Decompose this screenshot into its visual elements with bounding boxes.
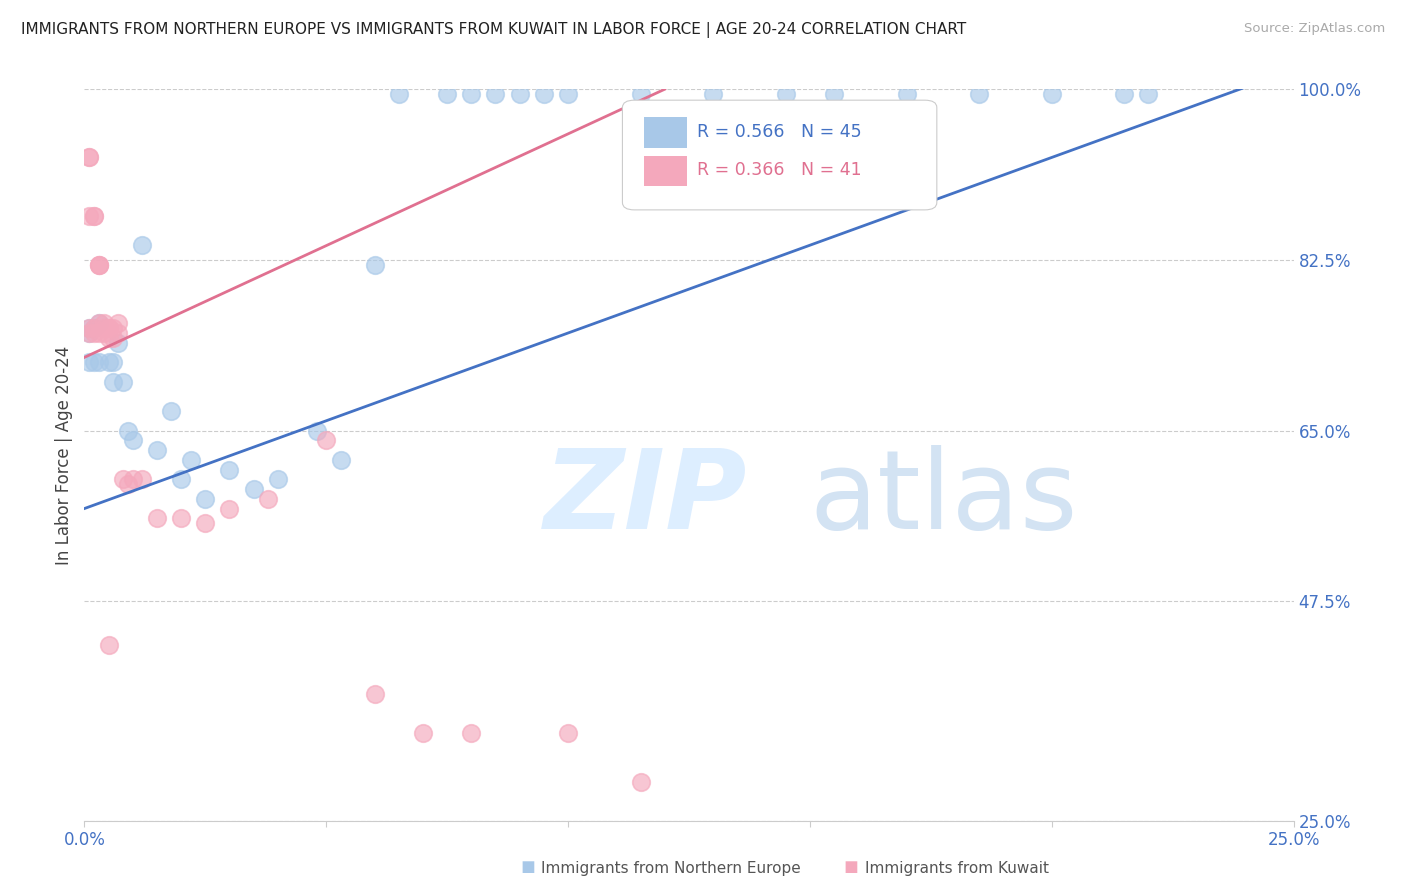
Point [363, 687, 385, 701]
Point [121, 472, 143, 486]
Point [121, 434, 143, 448]
Point [77, 151, 100, 165]
Text: R = 0.566   N = 45: R = 0.566 N = 45 [697, 122, 862, 141]
FancyBboxPatch shape [623, 100, 936, 210]
Point [702, 87, 724, 101]
Point [117, 424, 139, 438]
Point [305, 424, 328, 438]
Point [97, 331, 120, 345]
Point [77, 209, 100, 223]
Point [117, 477, 139, 491]
Point [83, 355, 105, 369]
Point [112, 375, 135, 389]
Point [823, 87, 845, 101]
Point [103, 355, 125, 369]
Text: ZIP: ZIP [544, 445, 748, 552]
Point [436, 87, 458, 101]
Point [107, 316, 129, 330]
Point [97, 355, 120, 369]
Point [87, 258, 110, 272]
Point [87, 326, 110, 340]
Point [103, 331, 125, 345]
Point [630, 774, 652, 789]
Point [103, 321, 125, 335]
Point [97, 638, 120, 652]
FancyBboxPatch shape [644, 117, 686, 148]
Point [218, 501, 240, 516]
Point [93, 326, 115, 340]
Point [257, 491, 280, 506]
Text: R = 0.366   N = 41: R = 0.366 N = 41 [697, 161, 862, 179]
Point [315, 434, 337, 448]
Point [775, 87, 797, 101]
Point [194, 516, 217, 531]
Point [388, 87, 411, 101]
Point [87, 258, 110, 272]
Point [170, 511, 193, 525]
Point [93, 321, 115, 335]
Point [363, 258, 385, 272]
FancyBboxPatch shape [644, 156, 686, 186]
Point [107, 326, 129, 340]
Point [83, 321, 105, 335]
Point [1040, 87, 1063, 101]
Point [460, 726, 482, 740]
Point [87, 316, 110, 330]
Point [77, 321, 100, 335]
Text: IMMIGRANTS FROM NORTHERN EUROPE VS IMMIGRANTS FROM KUWAIT IN LABOR FORCE | AGE 2: IMMIGRANTS FROM NORTHERN EUROPE VS IMMIG… [21, 22, 966, 38]
Point [87, 316, 110, 330]
Point [77, 151, 100, 165]
Point [242, 482, 264, 496]
Point [93, 316, 115, 330]
Point [509, 87, 531, 101]
Point [329, 452, 352, 467]
Point [412, 726, 434, 740]
Point [146, 443, 169, 458]
Point [896, 87, 918, 101]
Point [77, 326, 100, 340]
Point [83, 209, 105, 223]
Point [557, 726, 579, 740]
Point [460, 87, 482, 101]
Point [87, 355, 110, 369]
Point [630, 87, 652, 101]
Point [218, 462, 240, 476]
Point [83, 326, 105, 340]
Point [484, 87, 506, 101]
Point [267, 472, 290, 486]
Point [170, 472, 193, 486]
Text: ◼: ◼ [520, 858, 536, 876]
Point [1114, 87, 1136, 101]
Point [87, 258, 110, 272]
Point [77, 321, 100, 335]
Point [146, 511, 169, 525]
Point [77, 355, 100, 369]
Point [83, 321, 105, 335]
Point [97, 321, 120, 335]
Point [533, 87, 555, 101]
Point [103, 375, 125, 389]
Point [112, 472, 135, 486]
Point [557, 87, 579, 101]
Point [77, 326, 100, 340]
Y-axis label: In Labor Force | Age 20-24: In Labor Force | Age 20-24 [55, 345, 73, 565]
Point [180, 452, 202, 467]
Point [967, 87, 990, 101]
Point [194, 491, 217, 506]
Point [131, 238, 153, 252]
Point [131, 472, 153, 486]
Point [1137, 87, 1160, 101]
Text: Immigrants from Northern Europe: Immigrants from Northern Europe [541, 861, 801, 876]
Text: atlas: atlas [810, 445, 1078, 552]
Point [107, 335, 129, 350]
Point [160, 404, 183, 418]
Text: ◼: ◼ [844, 858, 859, 876]
Text: Immigrants from Kuwait: Immigrants from Kuwait [865, 861, 1049, 876]
Point [83, 209, 105, 223]
Point [97, 321, 120, 335]
Text: Source: ZipAtlas.com: Source: ZipAtlas.com [1244, 22, 1385, 36]
